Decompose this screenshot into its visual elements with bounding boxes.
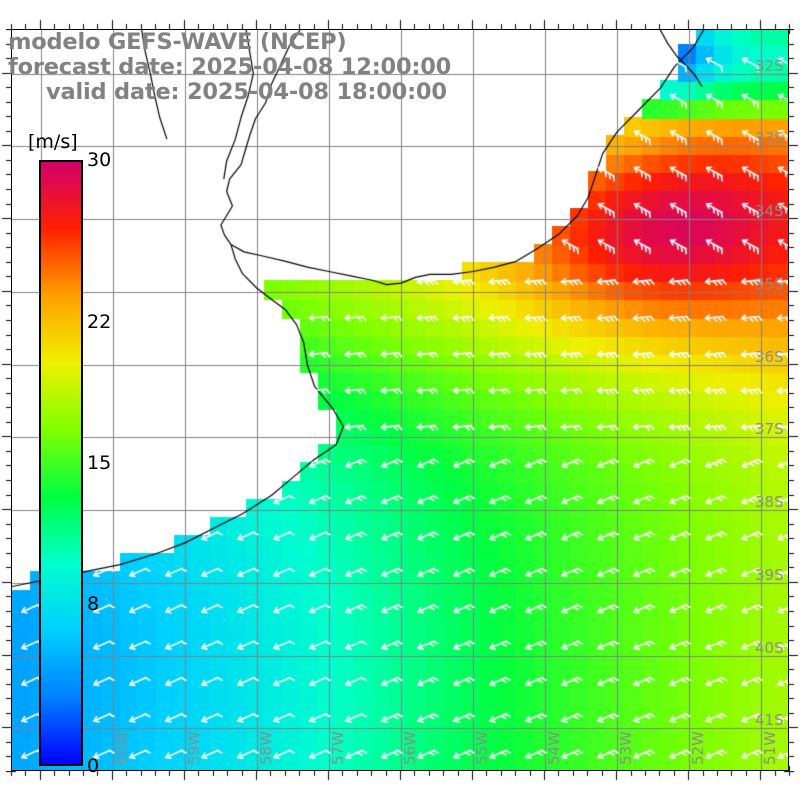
lat-label-41S: 41S [755, 711, 784, 730]
lat-label-33S: 33S [755, 129, 784, 148]
colorbar-tick-22: 22 [87, 310, 112, 333]
lon-label-51W: 51W [761, 731, 780, 765]
valid-date: valid date: 2025-04-08 18:00:00 [46, 79, 447, 105]
lon-label-52W: 52W [689, 731, 708, 765]
lon-label-53W: 53W [617, 731, 636, 765]
colorbar-tick-30: 30 [87, 149, 112, 171]
lon-label-56W: 56W [401, 731, 419, 765]
lat-label-35S: 35S [755, 274, 784, 293]
lat-label-38S: 38S [755, 493, 784, 512]
lon-label-55W: 55W [473, 731, 492, 765]
colorbar-gradient [41, 162, 81, 764]
figure-title-block: modelo GEFS-WAVE (NCEP) forecast date: 2… [0, 30, 520, 105]
forecast-date: forecast date: 2025-04-08 12:00:00 [8, 54, 452, 80]
map-plot-area[interactable] [11, 29, 789, 771]
colorbar-tick-15: 15 [87, 452, 112, 474]
model-title: modelo GEFS-WAVE (NCEP) [8, 29, 347, 55]
colorbar[interactable] [39, 160, 83, 766]
lat-label-36S: 36S [755, 347, 784, 366]
wind-vector-barbs [12, 30, 788, 770]
lat-label-37S: 37S [755, 420, 784, 439]
lon-label-59W: 59W [184, 731, 203, 765]
lon-label-58W: 58W [256, 731, 275, 765]
lat-label-40S: 40S [755, 638, 784, 657]
colorbar-unit-label: [m/s] [28, 131, 78, 153]
lon-label-54W: 54W [545, 731, 564, 765]
lon-label-57W: 57W [328, 731, 347, 765]
map-layers [12, 30, 788, 770]
colorbar-tick-8: 8 [87, 593, 100, 616]
lat-label-39S: 39S [755, 565, 784, 584]
lat-label-32S: 32S [755, 56, 784, 75]
lat-label-34S: 34S [755, 202, 784, 221]
colorbar-tick-0: 0 [87, 755, 100, 777]
lon-label-60W: 60W [112, 731, 131, 765]
